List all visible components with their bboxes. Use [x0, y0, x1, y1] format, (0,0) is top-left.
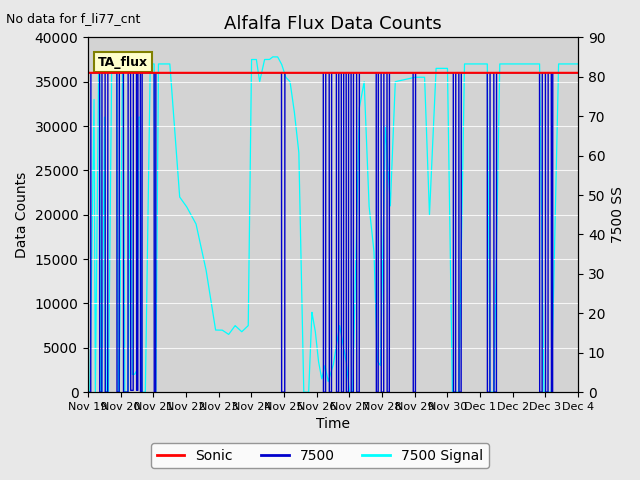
X-axis label: Time: Time: [316, 418, 350, 432]
Y-axis label: Data Counts: Data Counts: [15, 172, 29, 258]
Text: TA_flux: TA_flux: [98, 56, 148, 69]
Legend: Sonic, 7500, 7500 Signal: Sonic, 7500, 7500 Signal: [151, 443, 489, 468]
Text: No data for f_li77_cnt: No data for f_li77_cnt: [6, 12, 141, 25]
Y-axis label: 7500 SS: 7500 SS: [611, 186, 625, 243]
Title: Alfalfa Flux Data Counts: Alfalfa Flux Data Counts: [224, 15, 442, 33]
